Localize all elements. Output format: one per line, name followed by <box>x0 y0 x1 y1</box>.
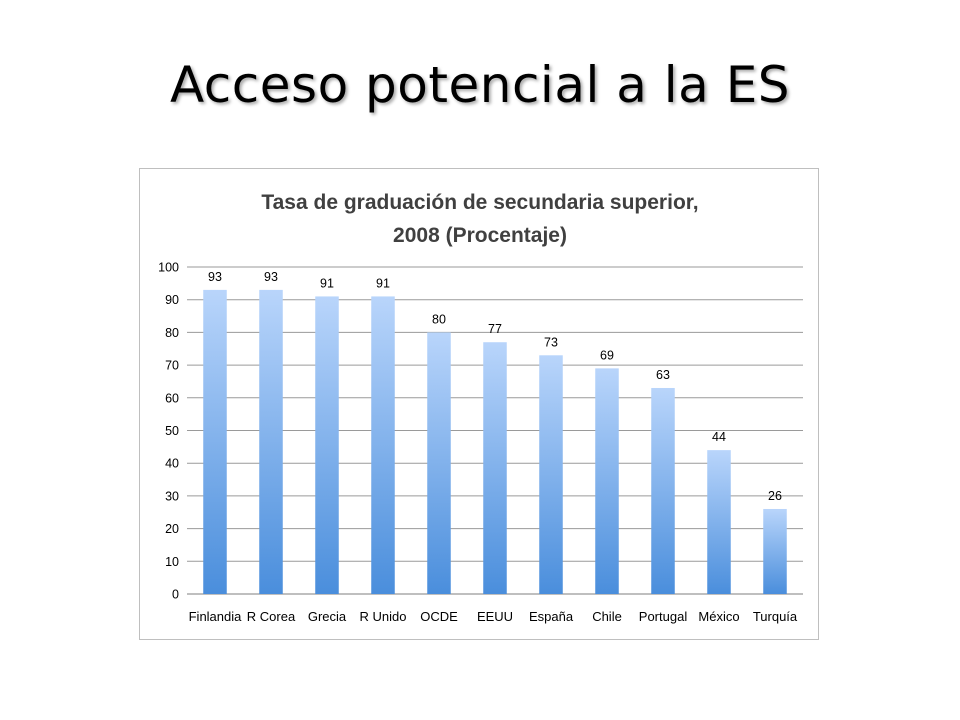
bars <box>203 289 787 594</box>
y-tick-label: 20 <box>165 522 179 536</box>
y-tick-label: 40 <box>165 457 179 471</box>
x-category-label: Grecia <box>308 609 347 624</box>
data-label: 91 <box>376 276 390 290</box>
bar <box>595 368 619 594</box>
data-label: 69 <box>600 348 614 362</box>
data-label: 91 <box>320 276 334 290</box>
y-tick-label: 80 <box>165 326 179 340</box>
y-tick-label: 0 <box>172 588 179 602</box>
bar <box>371 296 395 594</box>
bar-chart: Tasa de graduación de secundaria superio… <box>158 191 803 624</box>
y-tick-label: 10 <box>165 555 179 569</box>
x-category-label: España <box>529 609 574 624</box>
bar <box>483 342 507 594</box>
slide-title: Acceso potencial a la ES <box>169 56 791 114</box>
y-axis-ticks: 0 10 20 30 40 50 60 70 80 90 100 <box>158 261 179 602</box>
x-category-label: Turquía <box>753 609 798 624</box>
bar <box>651 387 675 594</box>
y-tick-label: 90 <box>165 293 179 307</box>
chart-frame: Tasa de graduación de secundaria superio… <box>139 168 819 640</box>
bar <box>203 289 227 594</box>
x-category-label: OCDE <box>420 609 458 624</box>
data-label: 26 <box>768 489 782 503</box>
x-category-label: Chile <box>592 609 622 624</box>
chart-title-line-1: Tasa de graduación de secundaria superio… <box>261 191 698 214</box>
bar <box>427 332 451 594</box>
y-tick-label: 30 <box>165 489 179 503</box>
x-category-label: R Unido <box>360 609 407 624</box>
y-tick-label: 100 <box>158 261 179 275</box>
x-axis-categories: Finlandia R Corea Grecia R Unido OCDE EEUU Esp… <box>189 609 798 624</box>
data-label: 73 <box>544 335 558 349</box>
bar <box>763 508 787 594</box>
y-tick-label: 50 <box>165 424 179 438</box>
x-category-label: México <box>698 609 739 624</box>
bar <box>259 289 283 594</box>
data-label: 63 <box>656 368 670 382</box>
data-label: 80 <box>432 312 446 326</box>
bar <box>539 355 563 594</box>
y-tick-label: 60 <box>165 391 179 405</box>
x-category-label: EEUU <box>477 609 513 624</box>
x-category-label: Finlandia <box>189 609 243 624</box>
data-label: 93 <box>264 270 278 284</box>
x-category-label: Portugal <box>639 609 688 624</box>
bar <box>315 296 339 594</box>
y-tick-label: 70 <box>165 359 179 373</box>
data-label: 44 <box>712 430 726 444</box>
x-category-label: R Corea <box>247 609 296 624</box>
data-label: 93 <box>208 270 222 284</box>
data-labels: 93 93 91 91 80 77 73 69 63 44 26 <box>208 270 782 503</box>
bar <box>707 450 731 594</box>
chart-title-line-2: 2008 (Procentaje) <box>393 224 567 247</box>
data-label: 77 <box>488 322 502 336</box>
